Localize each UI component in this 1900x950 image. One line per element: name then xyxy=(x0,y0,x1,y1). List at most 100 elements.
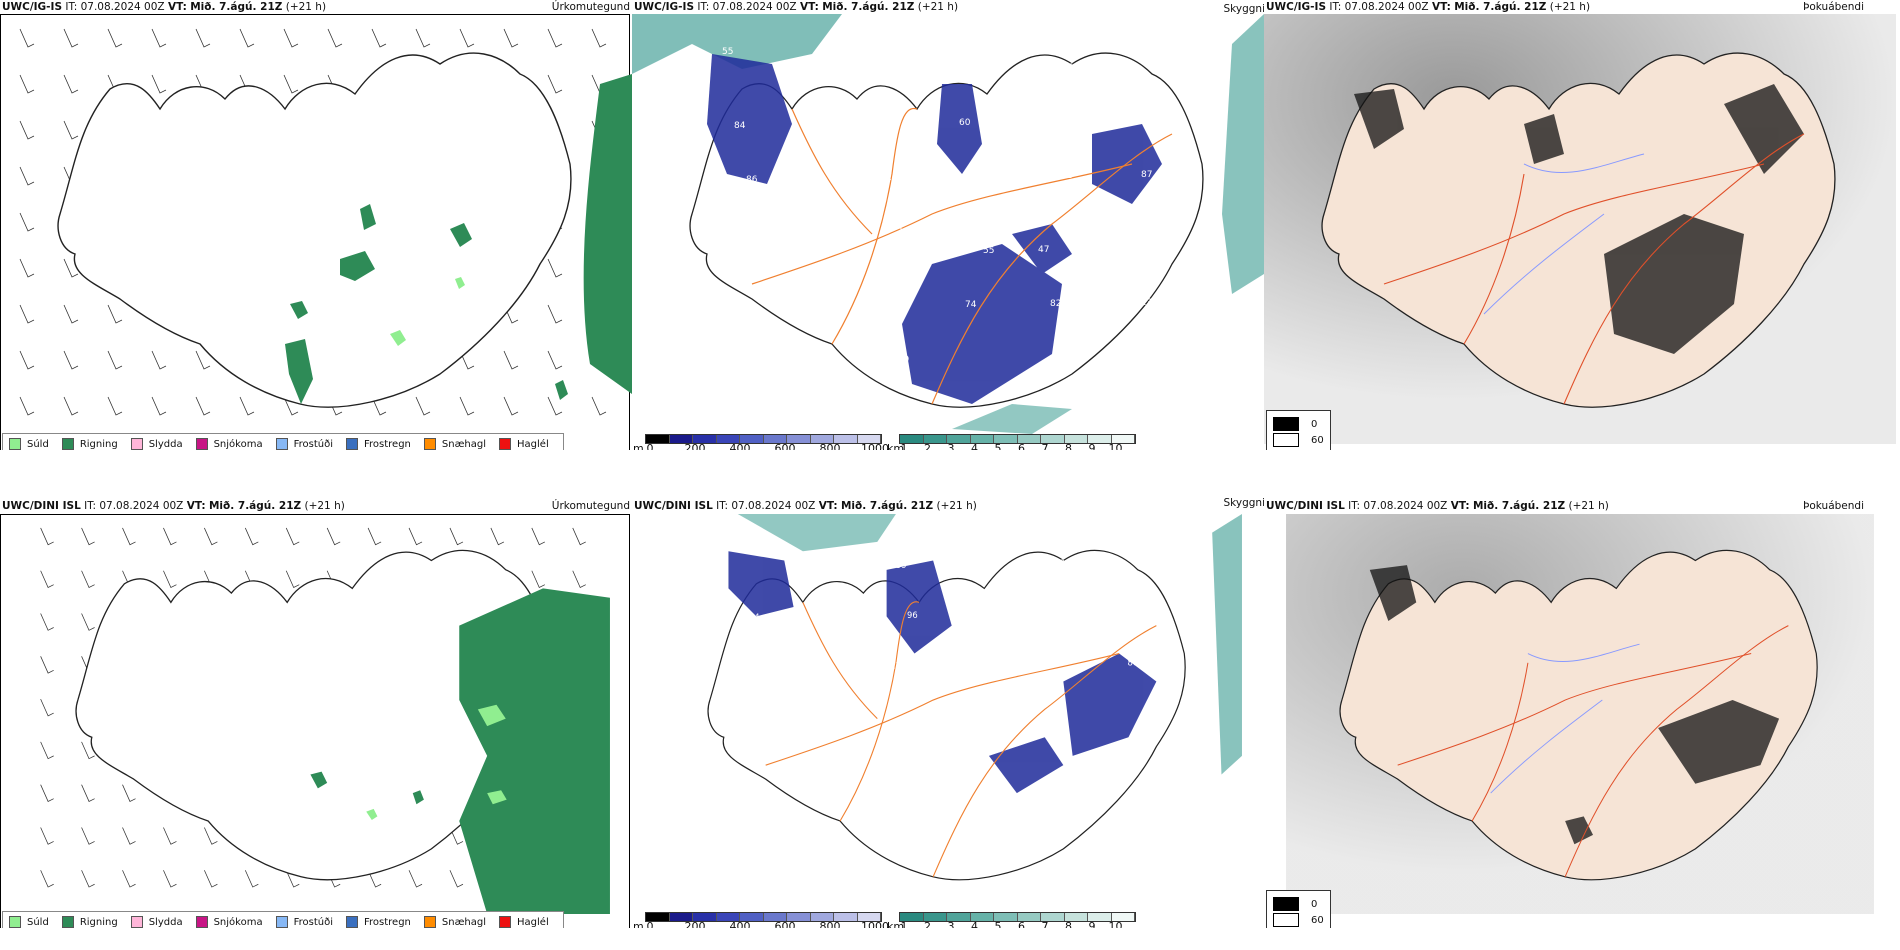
visibility-colorbar: km 1 2 3 4 5 6 7 8 9 10 xyxy=(887,910,1137,928)
cloud-base-label: 686 xyxy=(722,357,739,367)
colorbar-tick: 7 xyxy=(1041,920,1049,928)
fog-legend-label: 0 xyxy=(1311,418,1318,430)
wind-barb xyxy=(63,396,79,416)
legend-item: Rigning xyxy=(61,438,118,450)
panel-title: Þokuábendi xyxy=(1803,500,1864,512)
wind-barb xyxy=(19,74,35,94)
cloud-base-label: 62 xyxy=(971,172,982,182)
panel-title: Skyggni xyxy=(1223,497,1265,509)
wind-barb xyxy=(63,74,79,94)
panel-header: UWC/IG-IS IT: 07.08.2024 00Z VT: Mið. 7.… xyxy=(634,1,959,13)
colorbar-tick: 1 xyxy=(900,442,908,450)
cloud-base-label: 82 xyxy=(801,174,812,184)
colorbar-unit: km xyxy=(887,920,905,928)
colorbar-tick: 10 xyxy=(1108,920,1123,928)
cloud-base-label: 59 xyxy=(896,560,907,570)
wind-barb xyxy=(503,350,519,370)
wind-barb xyxy=(122,784,136,802)
wind-barb xyxy=(163,870,177,888)
cloud-patches xyxy=(707,54,1162,404)
fog-dark-areas xyxy=(1354,84,1804,354)
legend-swatch xyxy=(9,916,21,928)
wind-barb xyxy=(81,613,95,631)
cloud-base-label: 60 xyxy=(959,118,971,128)
wind-barb xyxy=(244,870,259,888)
wind-barb xyxy=(408,870,423,888)
legend-item: Slydda xyxy=(130,916,183,928)
legend-label: Snæhagl xyxy=(441,916,487,928)
wind-barb xyxy=(40,827,54,845)
colorbar-tick: 400 xyxy=(729,442,751,450)
colorbar-tick: 600 xyxy=(774,920,796,928)
legend-swatch xyxy=(275,438,288,450)
legend-item: Snæhagl xyxy=(423,438,486,450)
cloud-patches xyxy=(728,551,1157,794)
wind-barb xyxy=(547,258,563,278)
legend-label: Haglél xyxy=(517,916,549,928)
colorbar-unit: m xyxy=(633,442,644,450)
wind-barb xyxy=(19,212,35,232)
cloud-base-label: 59 xyxy=(760,662,771,672)
cloud-base-label: 86 xyxy=(746,175,758,185)
colorbar-tick: 8 xyxy=(1065,442,1072,450)
wind-barb xyxy=(19,350,35,370)
colorbar-tick: 2 xyxy=(924,442,931,450)
legend-item: Súld xyxy=(9,438,49,450)
cloud-base-label: 92 xyxy=(1129,116,1140,126)
cloud-base-label: 85 xyxy=(1037,608,1048,618)
wind-barb xyxy=(547,74,563,94)
precip-panel-top: UWC/IG-IS IT: 07.08.2024 00Z VT: Mið. 7.… xyxy=(0,0,632,450)
wind-barb xyxy=(459,350,475,370)
cloud-base-label: 96 xyxy=(907,610,918,620)
legend-item: Frostúði xyxy=(275,438,333,450)
colorbar-tick: 800 xyxy=(819,442,841,450)
legend-label: Frostúði xyxy=(293,916,333,928)
fog-legend-swatch xyxy=(1273,417,1299,431)
cloud-base-label: 54 xyxy=(1117,62,1129,72)
colorbar-tick: 7 xyxy=(1041,442,1049,450)
wind-barb xyxy=(81,741,95,760)
wind-barb xyxy=(204,870,218,888)
wind-barb xyxy=(371,396,387,416)
drizzle-areas xyxy=(390,277,465,346)
wind-barb xyxy=(408,527,423,546)
fog-legend-row: 60 xyxy=(1273,433,1324,447)
fog-legend-row: 0 xyxy=(1273,897,1324,911)
colorbar-tick: 6 xyxy=(1018,920,1025,928)
panel-title: Þokuábendi xyxy=(1803,1,1864,13)
cloud-base-labels: 75 64 59 381 58 102 84 12 96 102 85 48 59 87 174 144 64 8… xyxy=(738,543,1138,672)
colorbar-tick: 3 xyxy=(947,442,955,450)
colorbar-tick: 0 xyxy=(646,442,654,450)
colorbar-tick: 5 xyxy=(994,920,1002,928)
cloud-base-label: 64 xyxy=(1048,659,1059,669)
legend-item: Slydda xyxy=(130,438,183,450)
wind-barb xyxy=(459,28,475,48)
wind-barb xyxy=(459,396,475,416)
cloud-base-label: 105 xyxy=(1056,171,1073,181)
wind-barb xyxy=(40,870,54,888)
colorbar-tick: 8 xyxy=(1065,920,1072,928)
wind-barb xyxy=(19,28,35,48)
wind-barb xyxy=(547,304,563,324)
fog-legend-swatch xyxy=(1273,433,1299,447)
cloud-base-label: 75 xyxy=(738,543,749,553)
legend-item: Súld xyxy=(9,916,49,928)
colorbar-tick: 5 xyxy=(994,442,1002,450)
height-colorbar: m 0 200 400 600 800 1000 xyxy=(633,910,889,928)
fog-legend-row: 60 xyxy=(1273,913,1324,927)
wind-barb xyxy=(40,784,54,802)
colorbar-tick: 4 xyxy=(971,442,978,450)
cloud-base-label: 86 xyxy=(1128,658,1139,668)
fog-dark-areas xyxy=(1369,565,1780,845)
wind-barb xyxy=(415,28,431,48)
legend-label: Frostregn xyxy=(364,438,411,450)
cloud-panel-bottom: UWC/DINI ISL IT: 07.08.2024 00Z VT: Mið.… xyxy=(632,478,1264,928)
cloud-base-label: 59 xyxy=(819,120,831,130)
legend-swatch xyxy=(423,916,436,928)
legend-label: Snjókoma xyxy=(213,916,263,928)
fog-legend: 0 60 xyxy=(1266,410,1331,450)
colorbar-tick: 1000 xyxy=(861,920,889,928)
colorbar-unit: m xyxy=(633,920,644,928)
wind-barb xyxy=(40,698,54,717)
cloud-base-label: 67 xyxy=(813,228,824,238)
